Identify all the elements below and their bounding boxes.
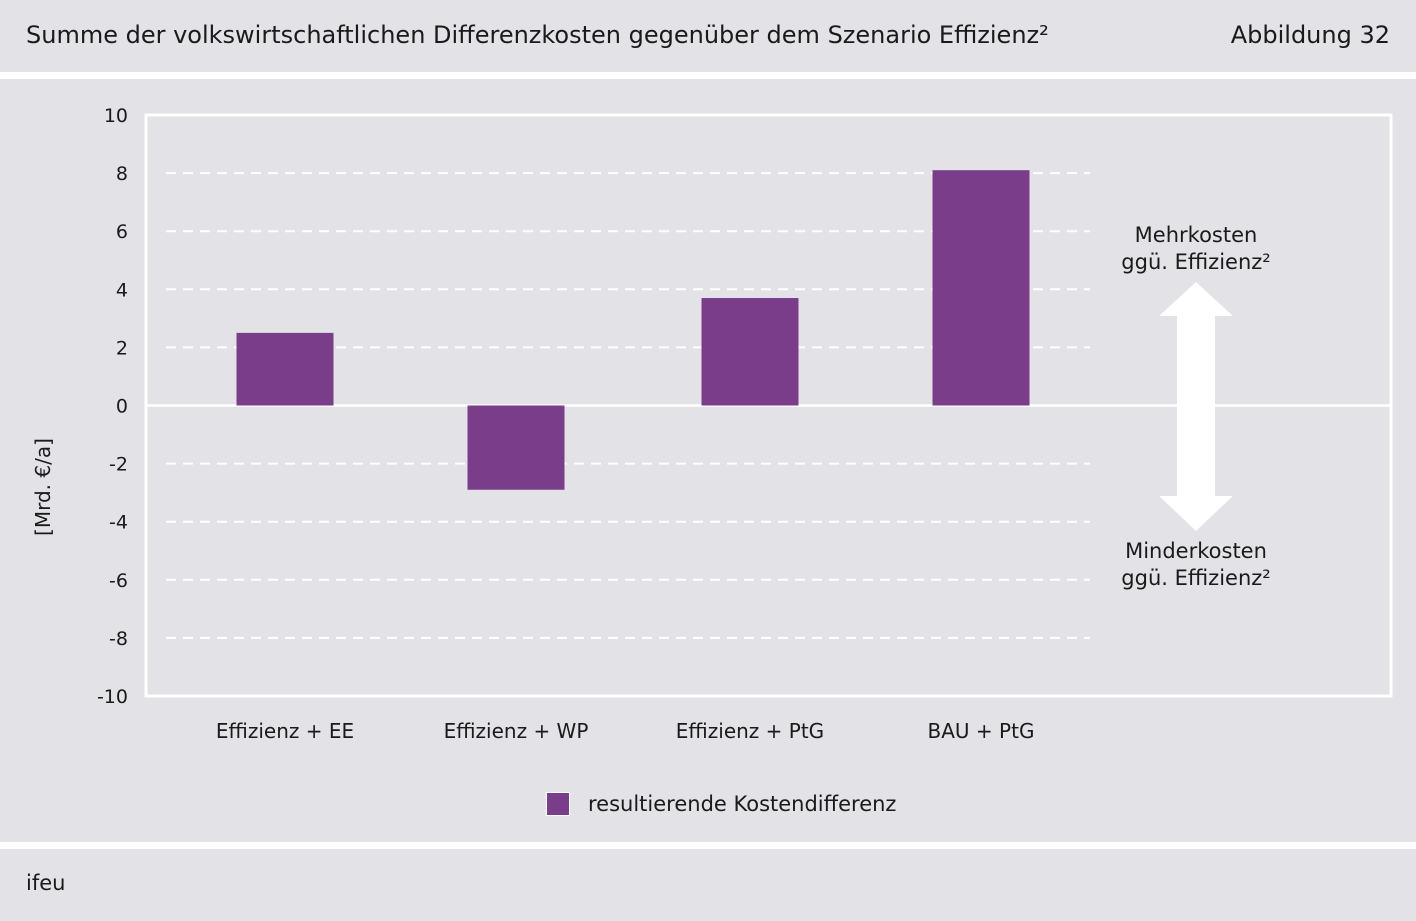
annotation-lower-line2: ggü. Effizienz² bbox=[1121, 566, 1271, 590]
y-tick-label: 2 bbox=[116, 337, 128, 359]
y-axis-label: [Mrd. €/a] bbox=[31, 438, 55, 536]
double-arrow-icon bbox=[1159, 282, 1233, 531]
y-tick-label: 4 bbox=[116, 279, 128, 301]
y-tick-label: -8 bbox=[109, 628, 128, 650]
x-tick-label: Effizienz + EE bbox=[216, 719, 354, 743]
y-tick-label: 10 bbox=[104, 105, 128, 127]
legend-swatch bbox=[546, 792, 570, 816]
legend: resultierende Kostendifferenz bbox=[546, 792, 896, 816]
y-tick-label: -2 bbox=[109, 454, 128, 476]
bar bbox=[467, 405, 565, 490]
x-tick-label: Effizienz + PtG bbox=[676, 719, 824, 743]
x-tick-label: Effizienz + WP bbox=[444, 719, 589, 743]
bar bbox=[701, 298, 799, 406]
header-bar: Summe der volkswirtschaftlichen Differen… bbox=[0, 0, 1416, 72]
bar-chart: 10 8 6 4 2 0 -2 -4 -6 -8 -10 Effizienz + EE Effizie… bbox=[31, 105, 1393, 743]
chart-panel: 10 8 6 4 2 0 -2 -4 -6 -8 -10 Effizienz + EE Effizie… bbox=[0, 79, 1416, 842]
annotation-upper: Mehrkosten ggü. Effizienz² bbox=[1086, 222, 1306, 276]
x-tick-label: BAU + PtG bbox=[928, 719, 1035, 743]
legend-label: resultierende Kostendifferenz bbox=[588, 792, 897, 816]
y-tick-label: -4 bbox=[109, 512, 128, 534]
y-tick-label: -10 bbox=[97, 686, 128, 708]
bar bbox=[932, 170, 1030, 406]
annotation-upper-line2: ggü. Effizienz² bbox=[1121, 250, 1271, 274]
y-tick-label: 6 bbox=[116, 221, 128, 243]
annotation-lower: Minderkosten ggü. Effizienz² bbox=[1086, 538, 1306, 592]
y-tick-label: 0 bbox=[116, 396, 128, 418]
y-tick-label: -6 bbox=[109, 570, 128, 592]
annotation-upper-line1: Mehrkosten bbox=[1134, 223, 1258, 247]
figure-number: Abbildung 32 bbox=[1230, 21, 1390, 49]
annotation-lower-line1: Minderkosten bbox=[1125, 539, 1267, 563]
footer-bar: ifeu bbox=[0, 849, 1416, 921]
y-tick-label: 8 bbox=[116, 163, 128, 185]
bar bbox=[236, 332, 334, 406]
source-label: ifeu bbox=[26, 871, 66, 895]
page-title: Summe der volkswirtschaftlichen Differen… bbox=[26, 21, 1049, 49]
